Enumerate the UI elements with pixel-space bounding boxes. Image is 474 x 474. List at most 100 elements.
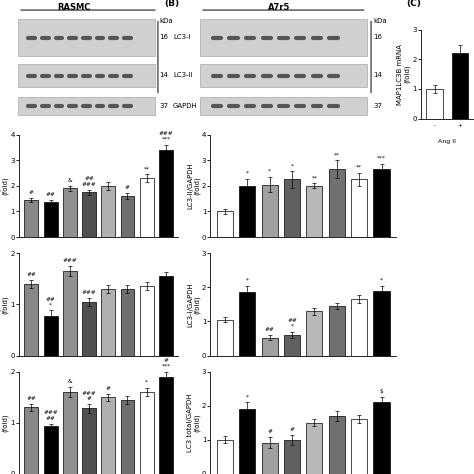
Bar [374,291,390,356]
Y-axis label: LC3 total/GAPDH
(fold): LC3 total/GAPDH (fold) [187,393,201,452]
Text: (B): (B) [164,0,180,8]
Text: #: # [29,190,34,195]
Bar [25,408,38,474]
Text: *: * [380,277,383,283]
FancyBboxPatch shape [18,97,155,115]
Text: $: $ [380,389,383,394]
Bar [82,302,96,356]
Bar [452,54,468,118]
Bar [140,392,154,474]
Text: ##: ## [46,192,55,197]
Bar [140,286,154,356]
Bar [159,377,173,474]
Bar [374,169,390,237]
Bar [217,211,233,237]
Bar [25,284,38,356]
Text: ###
***: ### *** [159,131,173,142]
Bar [63,271,77,356]
Bar [159,150,173,237]
Y-axis label: LC3 total/GAPDH
(fold): LC3 total/GAPDH (fold) [0,393,9,452]
Bar [351,180,367,237]
Text: ##
*: ## * [46,297,55,307]
Bar [329,169,345,237]
Text: #
***: # *** [162,358,171,369]
Text: *: * [246,171,249,175]
Bar [351,419,367,474]
FancyBboxPatch shape [18,64,155,87]
Text: **: ** [144,166,150,171]
FancyBboxPatch shape [200,19,367,56]
Text: ##
*: ## * [287,318,297,328]
Text: #: # [267,429,272,434]
Bar [101,186,115,237]
Bar [25,200,38,237]
Text: 14: 14 [373,72,382,78]
Bar [351,299,367,356]
Text: **: ** [334,152,340,157]
Y-axis label: LC3-I/GAPDH
(fold): LC3-I/GAPDH (fold) [187,282,201,327]
FancyBboxPatch shape [200,97,367,115]
Text: **: ** [356,165,362,170]
Bar [217,440,233,474]
Bar [306,423,322,474]
Y-axis label: LC3-I/GAPDH
(fold): LC3-I/GAPDH (fold) [0,282,9,327]
Bar [101,289,115,356]
Text: ###
##: ### ## [43,410,58,421]
Bar [262,184,278,237]
Bar [239,409,255,474]
Bar [329,416,345,474]
Bar [306,311,322,356]
Text: 14: 14 [160,72,169,78]
Bar [427,89,443,118]
Bar [374,402,390,474]
Bar [120,400,135,474]
Text: A7r5: A7r5 [268,3,291,12]
Bar [262,338,278,356]
Text: ##: ## [27,272,36,277]
Text: &: & [67,379,72,384]
Bar [44,427,57,474]
Text: ##: ## [27,396,36,401]
Text: ##
###: ## ### [82,176,96,187]
Text: *: * [268,169,271,174]
Bar [120,196,135,237]
Bar [44,316,57,356]
Text: #: # [125,185,130,191]
Text: *: * [246,277,249,283]
Text: *: * [246,394,249,399]
Text: ###: ### [63,258,77,263]
Bar [284,335,300,356]
Bar [120,289,135,356]
Bar [262,443,278,474]
Bar [284,180,300,237]
Bar [63,188,77,237]
Bar [239,186,255,237]
Bar [63,392,77,474]
Y-axis label: LC3-II/GAPDH
(fold): LC3-II/GAPDH (fold) [187,163,201,209]
Text: ##: ## [265,327,274,332]
Bar [306,186,322,237]
Bar [217,319,233,356]
FancyBboxPatch shape [18,19,155,56]
Bar [159,276,173,356]
Bar [140,178,154,237]
Bar [239,292,255,356]
Text: RASMC: RASMC [58,3,91,12]
Text: #: # [106,385,111,391]
Text: *: * [145,380,148,385]
Bar [101,397,115,474]
Text: LC3-II: LC3-II [173,72,192,78]
Text: kDa: kDa [373,18,387,24]
Text: Ang II: Ang II [438,139,456,144]
Text: #: # [290,427,294,432]
Text: (C): (C) [406,0,421,8]
FancyBboxPatch shape [200,64,367,87]
Y-axis label: MAP1LC3B mRNA
(fold): MAP1LC3B mRNA (fold) [397,44,410,105]
Text: 16: 16 [160,34,169,40]
Bar [329,306,345,356]
Text: **: ** [311,175,318,180]
Y-axis label: LC3-II/GAPDH
(fold): LC3-II/GAPDH (fold) [0,163,9,209]
Text: &: & [67,178,72,183]
Text: LC3-I: LC3-I [173,34,191,40]
Text: 16: 16 [373,34,382,40]
